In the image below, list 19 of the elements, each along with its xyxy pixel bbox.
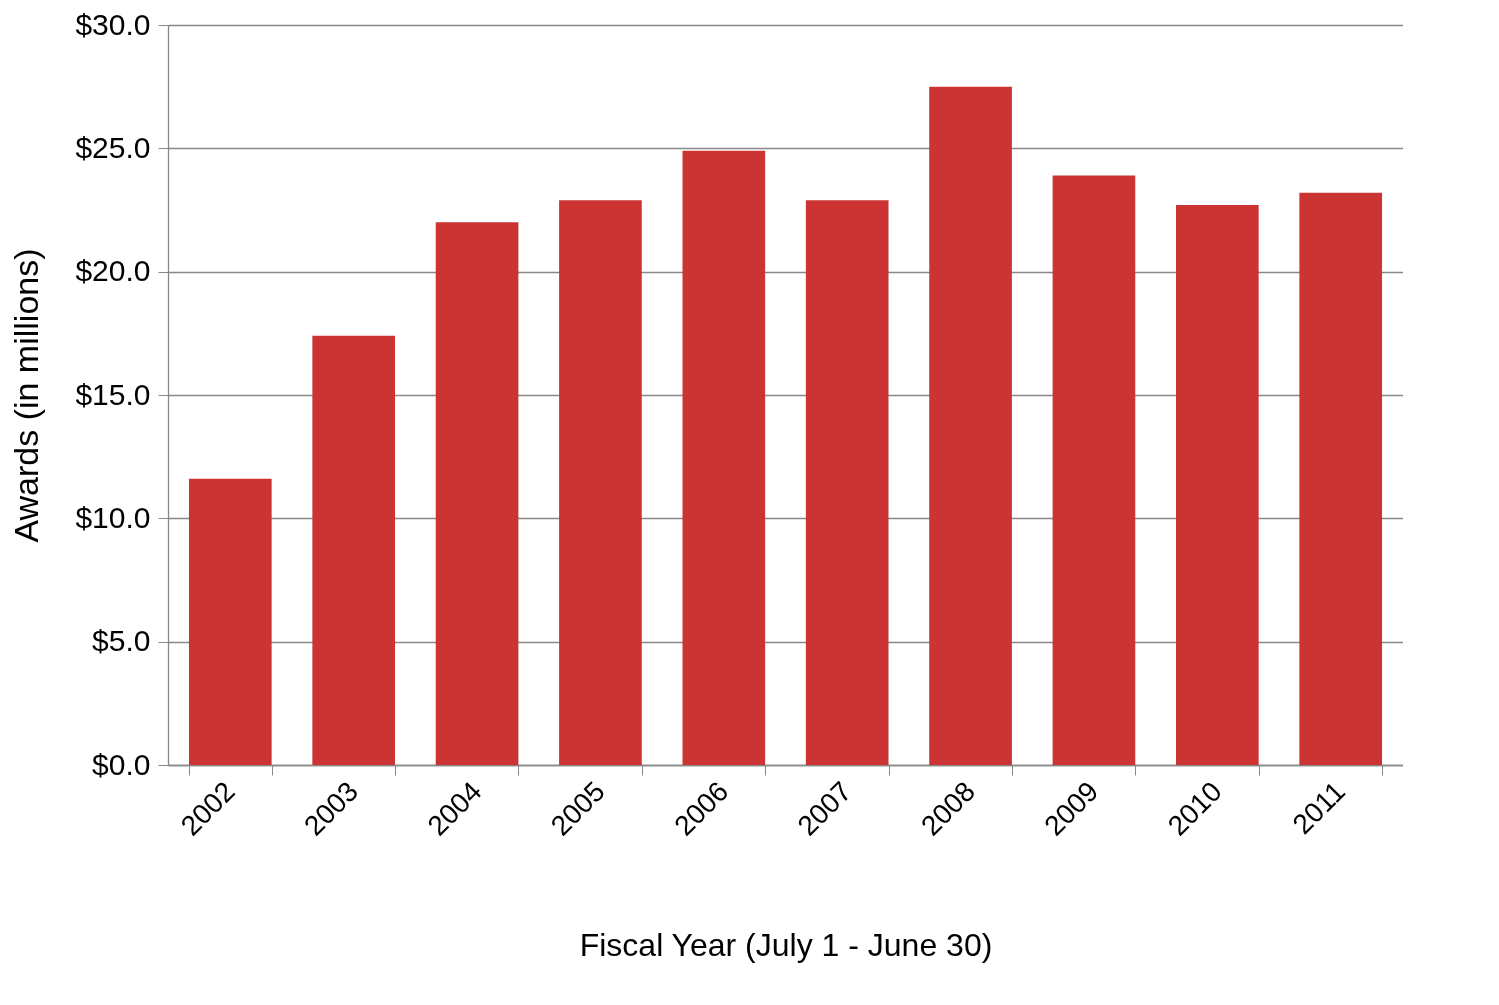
bar	[435, 222, 519, 765]
y-tick-label: $15.0	[75, 377, 151, 411]
y-tick-label: $30.0	[75, 7, 151, 41]
bar	[188, 478, 272, 765]
y-tick-label: $20.0	[75, 254, 151, 288]
bar	[805, 200, 889, 765]
y-tick-label: $0.0	[92, 747, 151, 781]
bar	[559, 200, 642, 765]
bar	[1052, 175, 1136, 765]
bar	[1175, 205, 1259, 765]
bar	[1299, 192, 1383, 765]
bar	[682, 150, 766, 765]
bar	[312, 335, 396, 765]
y-tick-label: $5.0	[92, 624, 151, 658]
x-axis-title: Fiscal Year (July 1 - June 30)	[579, 927, 993, 964]
y-tick-label: $10.0	[75, 500, 151, 534]
y-axis-title: Awards (in millions)	[7, 248, 46, 543]
bar	[929, 86, 1012, 765]
y-tick-label: $25.0	[75, 130, 151, 164]
